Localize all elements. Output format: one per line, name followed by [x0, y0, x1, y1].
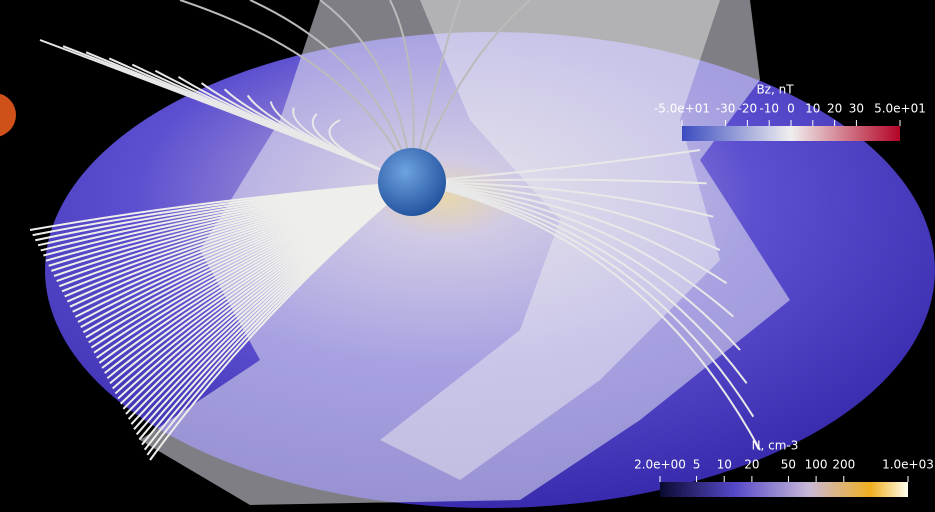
colorbar-tick-label: 5	[693, 458, 701, 472]
field-line	[411, 181, 721, 251]
field-line	[411, 181, 748, 384]
colorbar-tick-label: -20	[738, 102, 758, 116]
colorbar-tick-label: 30	[849, 102, 864, 116]
colorbar-title: Bz, nT	[756, 83, 794, 97]
colorbar-tick-label: 20	[827, 102, 842, 116]
colorbar-tick-label: 100	[805, 458, 828, 472]
colorbar-tick-label: -5.0e+01	[654, 102, 710, 116]
colorbar-tick-label: -30	[716, 102, 736, 116]
field-line	[411, 181, 755, 418]
colorbar-tick-label: 20	[744, 458, 759, 472]
colorbar	[660, 482, 908, 497]
colorbar	[682, 126, 900, 141]
field-line	[149, 181, 413, 461]
colorbar-tick-label: 200	[832, 458, 855, 472]
colorbar-tick-label: 0	[787, 102, 795, 116]
colorbar-tick-label: 50	[781, 458, 796, 472]
colorbar-title: N, cm-3	[752, 439, 799, 453]
colorbar-tick-label: -10	[759, 102, 779, 116]
sun	[378, 148, 446, 216]
planet	[0, 93, 16, 137]
field-line	[411, 178, 707, 185]
current-sheet-fold	[380, 0, 720, 480]
colorbar-tick-label: 2.0e+00	[634, 458, 686, 472]
field-line	[411, 181, 741, 351]
field-line	[411, 181, 734, 318]
field-line	[411, 181, 714, 218]
field-line	[411, 181, 728, 285]
colorbar-tick-label: 10	[717, 458, 732, 472]
colorbar-tick-label: 10	[805, 102, 820, 116]
field-line	[411, 149, 701, 183]
field-line	[411, 181, 761, 451]
field-lines	[29, 0, 761, 461]
field-line	[179, 0, 413, 183]
colorbar-tick-label: 1.0e+03	[882, 458, 934, 472]
colorbar-tick-label: 5.0e+01	[874, 102, 926, 116]
colorbars: Bz, nT -5.0e+01 -30 -20 -10 0 10 20 30 5.0e+01 N, …	[634, 83, 934, 497]
